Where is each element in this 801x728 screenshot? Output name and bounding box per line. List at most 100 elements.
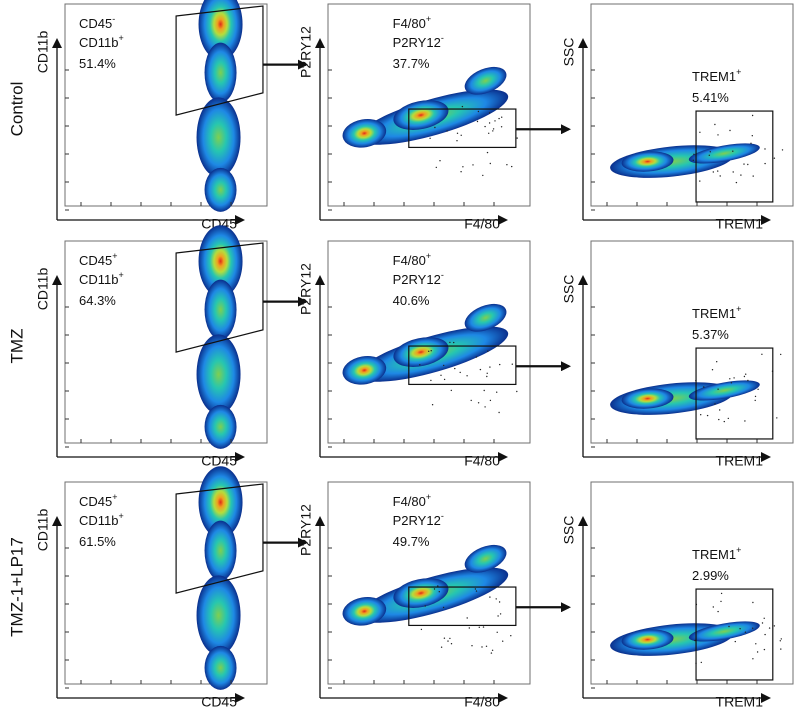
event-dot [488, 132, 490, 134]
event-dot [720, 592, 723, 595]
density-blob [688, 143, 760, 164]
gate-marker: TREM1 [692, 69, 736, 84]
event-dot [495, 598, 497, 600]
event-dot [497, 615, 499, 617]
event-dot [456, 132, 459, 134]
gate-label: P2RY12- [393, 33, 444, 50]
row-label: Control [7, 82, 26, 137]
event-dot [479, 368, 482, 371]
gate-marker-sign: + [119, 511, 124, 521]
event-dot [757, 388, 759, 390]
event-dot [434, 126, 436, 129]
event-dot [500, 126, 503, 128]
event-dot [435, 166, 437, 169]
event-dot [752, 175, 754, 177]
event-dot [732, 150, 734, 152]
event-dot [486, 151, 489, 154]
event-dot [475, 356, 478, 358]
event-dot [752, 601, 754, 604]
event-dot [750, 142, 752, 144]
gate-label: F4/80+ [393, 251, 432, 268]
y-axis-label: P2RY12 [298, 263, 314, 315]
density-blob [464, 66, 507, 95]
event-dot [735, 181, 738, 184]
gate-marker: P2RY12 [393, 513, 441, 528]
density-blob [342, 596, 387, 626]
event-dot [780, 638, 782, 640]
event-dot [496, 391, 498, 393]
event-dot [442, 606, 445, 609]
event-dot [492, 128, 495, 130]
event-dot [428, 350, 430, 352]
gate-rect [695, 347, 774, 440]
y-axis-label: CD11b [35, 268, 51, 311]
gate-marker-sign: - [441, 33, 444, 43]
event-dot [433, 588, 436, 590]
gate-marker-sign: + [426, 14, 431, 24]
event-dot [466, 375, 468, 377]
event-dot [446, 130, 448, 132]
event-dot [717, 388, 719, 390]
event-dot [447, 640, 449, 642]
event-dot [728, 625, 730, 628]
event-dot [719, 409, 721, 411]
event-dot [437, 585, 439, 587]
event-dot [776, 417, 778, 419]
event-dot [489, 366, 491, 368]
gate-marker: CD45 [79, 253, 112, 268]
event-dot [754, 399, 756, 402]
event-dot [752, 658, 754, 660]
gate-polygon [175, 5, 264, 116]
density-blob [198, 225, 243, 298]
event-dot [483, 389, 485, 392]
event-dot [468, 627, 470, 629]
event-dot [699, 131, 701, 133]
density-blob [204, 645, 237, 690]
event-dot [460, 134, 462, 136]
event-dot [501, 116, 503, 118]
event-dot [781, 149, 784, 151]
event-dot [708, 154, 710, 156]
event-dot [711, 369, 714, 371]
event-dot [706, 414, 709, 417]
event-dot [779, 640, 781, 642]
event-dot [430, 379, 432, 382]
event-dot [714, 403, 716, 405]
gate-marker: CD45 [79, 494, 112, 509]
density-blob [393, 337, 449, 367]
event-dot [703, 386, 705, 388]
y-axis-label: SSC [561, 275, 577, 304]
gate-marker-sign: - [441, 270, 444, 280]
gate-label: TREM1+ [692, 304, 741, 321]
density-blob [204, 42, 237, 103]
event-dot [743, 375, 746, 378]
event-dot [496, 631, 498, 633]
event-dot [459, 371, 461, 374]
event-dot [460, 171, 462, 173]
event-dot [438, 591, 440, 593]
gate-rect [695, 588, 774, 681]
x-axis-label: CD45 [201, 453, 237, 469]
event-dot [506, 164, 508, 166]
x-axis-label: F4/80 [464, 694, 500, 710]
gate-percent: 5.37% [692, 327, 729, 342]
gate-marker: TREM1 [692, 547, 736, 562]
density-blob [204, 404, 237, 449]
gate-marker-sign: + [736, 304, 741, 314]
density-blob [196, 97, 241, 178]
panel-frame [590, 240, 794, 444]
gate-rect [695, 110, 774, 203]
event-dot [773, 625, 776, 627]
event-dot [712, 171, 714, 173]
event-dot [489, 162, 491, 165]
y-axis-label: SSC [561, 516, 577, 545]
event-dot [755, 643, 757, 645]
event-dot [498, 601, 501, 603]
density-blob [393, 100, 449, 130]
event-dot [450, 643, 453, 645]
event-dot [717, 610, 719, 613]
